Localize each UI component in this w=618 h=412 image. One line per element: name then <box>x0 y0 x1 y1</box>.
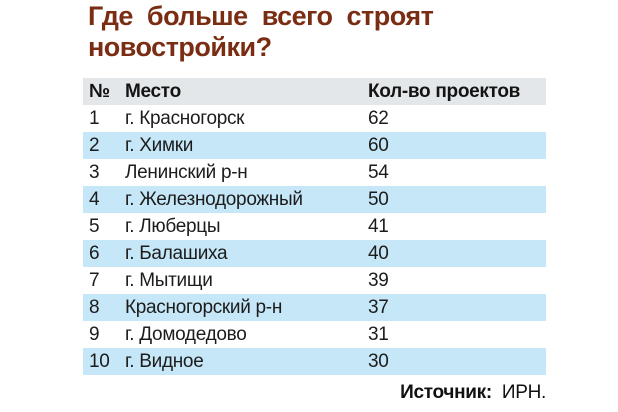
place-cell: г. Мытищи <box>125 269 213 291</box>
rank-cell: 10 <box>89 350 110 372</box>
table-row: 9 г. Домодедово 31 <box>83 321 546 348</box>
count-cell: 30 <box>368 350 389 372</box>
rank-cell: 7 <box>89 269 100 291</box>
place-cell: Ленинский р-н <box>125 161 248 183</box>
header-count: Кол-во проектов <box>368 80 521 102</box>
place-cell: г. Красногорск <box>125 107 245 129</box>
source-label: Источник: <box>400 382 492 403</box>
rank-cell: 8 <box>89 296 100 318</box>
count-cell: 40 <box>368 242 389 264</box>
table-row: 3 Ленинский р-н 54 <box>83 159 546 186</box>
header-place: Место <box>125 80 181 102</box>
count-cell: 50 <box>368 188 389 210</box>
rank-cell: 3 <box>89 161 100 183</box>
place-cell: г. Железнодорожный <box>125 188 303 210</box>
table-row: 6 г. Балашиха 40 <box>83 240 546 267</box>
place-cell: г. Видное <box>125 350 204 372</box>
rank-cell: 5 <box>89 215 100 237</box>
rank-cell: 9 <box>89 323 100 345</box>
source-line: Источник: ИРН. <box>400 382 546 404</box>
rank-cell: 1 <box>89 107 100 129</box>
table-row: 10 г. Видное 30 <box>83 348 546 375</box>
count-cell: 39 <box>368 269 389 291</box>
table-row: 8 Красногорский р-н 37 <box>83 294 546 321</box>
table-row: 5 г. Люберцы 41 <box>83 213 546 240</box>
table-row: 2 г. Химки 60 <box>83 132 546 159</box>
table-header-row: № Место Кол-во проектов <box>83 78 546 105</box>
table-row: 4 г. Железнодорожный 50 <box>83 186 546 213</box>
place-cell: г. Химки <box>125 134 194 156</box>
page-title: Где больше всего строят новостройки? <box>88 1 434 62</box>
header-num: № <box>89 80 110 102</box>
place-cell: г. Домодедово <box>125 323 247 345</box>
rank-cell: 4 <box>89 188 100 210</box>
place-cell: Красногорский р-н <box>125 296 283 318</box>
count-cell: 54 <box>368 161 389 183</box>
place-cell: г. Балашиха <box>125 242 228 264</box>
rank-cell: 6 <box>89 242 100 264</box>
table-row: 7 г. Мытищи 39 <box>83 267 546 294</box>
rank-cell: 2 <box>89 134 100 156</box>
count-cell: 60 <box>368 134 389 156</box>
source-value: ИРН. <box>501 382 546 403</box>
count-cell: 37 <box>368 296 389 318</box>
place-cell: г. Люберцы <box>125 215 221 237</box>
count-cell: 31 <box>368 323 389 345</box>
count-cell: 41 <box>368 215 389 237</box>
table-row: 1 г. Красногорск 62 <box>83 105 546 132</box>
projects-table: № Место Кол-во проектов 1 г. Красногорск… <box>83 78 546 375</box>
count-cell: 62 <box>368 107 389 129</box>
